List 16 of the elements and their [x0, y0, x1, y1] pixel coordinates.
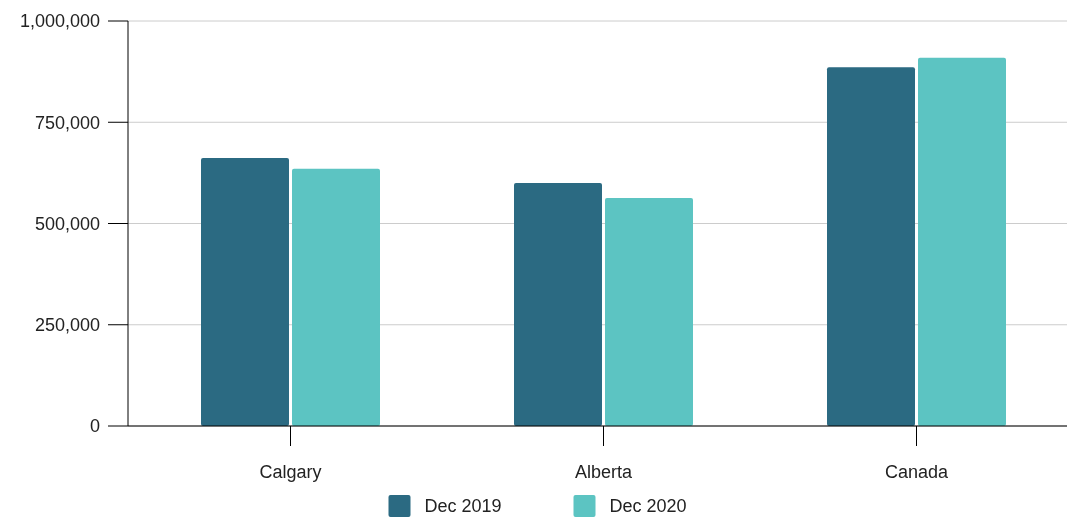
- legend-label: Dec 2020: [609, 496, 687, 517]
- x-tick-label: Canada: [884, 462, 950, 482]
- y-tick-label: 250,000: [34, 315, 100, 336]
- y-tick-label: 500,000: [34, 213, 100, 234]
- bar: [514, 183, 602, 426]
- x-tick-label: Calgary: [259, 462, 322, 482]
- y-tick-label: 0: [89, 416, 100, 437]
- y-tick-label: 750,000: [34, 112, 100, 133]
- bar: [827, 67, 915, 426]
- legend-label: Dec 2019: [424, 496, 502, 517]
- y-tick-label: 1,000,000: [19, 11, 100, 32]
- bar: [918, 57, 1006, 426]
- bar: [605, 197, 693, 426]
- bar: [292, 168, 380, 426]
- x-tick-label: Alberta: [574, 462, 633, 482]
- bar: [201, 157, 289, 426]
